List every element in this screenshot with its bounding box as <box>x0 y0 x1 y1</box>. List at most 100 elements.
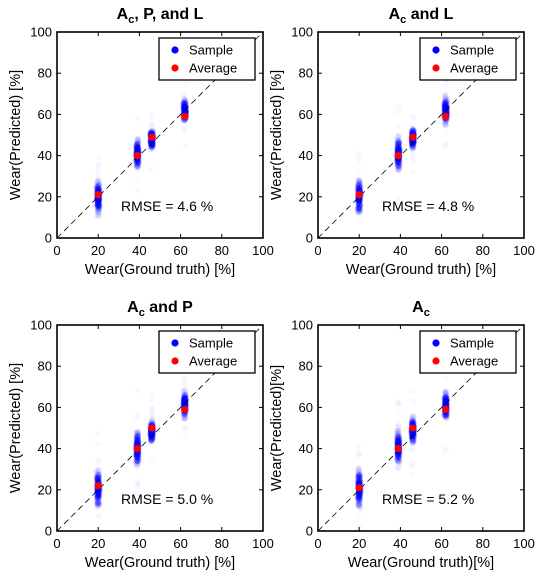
sample-point <box>356 197 364 204</box>
sample-point <box>149 431 156 438</box>
sample-point <box>181 101 188 108</box>
sample-point <box>356 186 364 193</box>
sample-point <box>181 415 188 422</box>
sample-point <box>410 144 417 151</box>
sample-point <box>135 437 142 444</box>
sample-point <box>94 183 101 191</box>
sample-point <box>394 433 402 441</box>
sample-point <box>356 183 364 190</box>
sample-point <box>394 161 402 169</box>
y-tick-label: 100 <box>291 25 313 40</box>
sample-point <box>395 430 402 438</box>
sample-point <box>95 201 102 208</box>
sample-point <box>354 198 362 206</box>
sample-point <box>356 197 363 204</box>
sample-point <box>94 500 102 508</box>
sample-point <box>355 182 362 189</box>
sample-point <box>356 472 363 479</box>
sample-point <box>96 181 103 189</box>
sample-point <box>442 102 449 109</box>
sample-point <box>394 434 402 441</box>
legend-label-average: Average <box>189 354 237 369</box>
sample-point <box>356 206 364 214</box>
sample-point <box>357 478 364 486</box>
sample-point <box>148 140 155 148</box>
sample-point <box>134 163 141 171</box>
sample-point <box>356 478 364 485</box>
sample-point <box>182 413 189 420</box>
sample-point <box>357 491 364 498</box>
sample-point <box>355 203 362 210</box>
sample-point <box>394 437 401 445</box>
sample-point <box>356 490 363 498</box>
sample-point <box>134 437 141 444</box>
sample-point <box>132 144 139 151</box>
average-point <box>148 133 156 141</box>
sample-point <box>356 474 364 481</box>
sample-point <box>134 160 141 167</box>
sample-point <box>94 185 102 193</box>
y-tick-label: 40 <box>299 441 313 456</box>
sample-point <box>148 141 155 149</box>
sample-point <box>395 139 402 146</box>
sample-point <box>93 495 101 502</box>
sample-point <box>180 99 188 107</box>
sample-point <box>96 203 103 211</box>
sample-point <box>356 196 364 204</box>
sample-point <box>181 393 189 400</box>
sample-point <box>410 437 417 445</box>
rmse-annotation: RMSE = 5.2 % <box>382 491 474 507</box>
sample-point <box>394 435 401 443</box>
sample-point <box>395 139 403 146</box>
sample-point <box>394 439 401 447</box>
sample-point <box>395 147 402 154</box>
sample-point <box>443 107 450 114</box>
chart-panel-4: 0 20 40 60 80 100 0 20 40 60 80 100 Wear(Ground trut… <box>269 299 535 571</box>
sample-point <box>409 139 416 146</box>
sample-point <box>133 140 141 148</box>
legend-label-average: Average <box>189 61 237 76</box>
sample-point <box>134 144 141 152</box>
sample-point <box>355 209 362 216</box>
sample-point <box>356 473 363 480</box>
sample-point <box>395 438 402 445</box>
sample-point <box>181 394 188 402</box>
sample-point <box>355 479 363 486</box>
x-tick-label: 80 <box>215 536 229 551</box>
sample-point <box>133 462 140 469</box>
sample-point <box>148 438 156 445</box>
sample-point <box>354 478 361 485</box>
sample-point <box>442 99 449 106</box>
sample-point <box>409 431 417 438</box>
sample-point <box>149 440 155 446</box>
sample-point <box>355 471 363 479</box>
sample-point <box>95 489 102 496</box>
sample-point <box>181 102 188 109</box>
sample-point <box>181 395 188 402</box>
sample-point <box>394 143 402 151</box>
sample-point <box>355 495 362 503</box>
sample-point <box>442 102 449 110</box>
sample-point <box>148 139 155 146</box>
sample-point <box>135 159 142 166</box>
sample-point <box>94 487 102 495</box>
sample-point <box>95 472 102 479</box>
sample-point <box>94 184 101 191</box>
x-tick-label: 80 <box>476 536 490 551</box>
sample-point <box>134 429 142 436</box>
sample-point <box>147 430 154 437</box>
sample-point <box>410 128 417 135</box>
sample-point <box>133 452 140 459</box>
sample-point <box>395 438 403 446</box>
sample-point <box>135 452 142 459</box>
sample-point <box>180 388 187 395</box>
sample-point <box>395 142 402 149</box>
x-tick-label: 80 <box>215 243 229 258</box>
average-point <box>409 424 417 432</box>
sample-point <box>442 104 450 111</box>
sample-point <box>134 453 141 460</box>
chart-panel-1: 0 20 40 60 80 100 0 20 40 60 80 100 Wear(Ground trut… <box>8 6 274 278</box>
sample-point <box>442 98 449 106</box>
sample-point <box>148 431 155 439</box>
sample-point <box>356 491 363 499</box>
